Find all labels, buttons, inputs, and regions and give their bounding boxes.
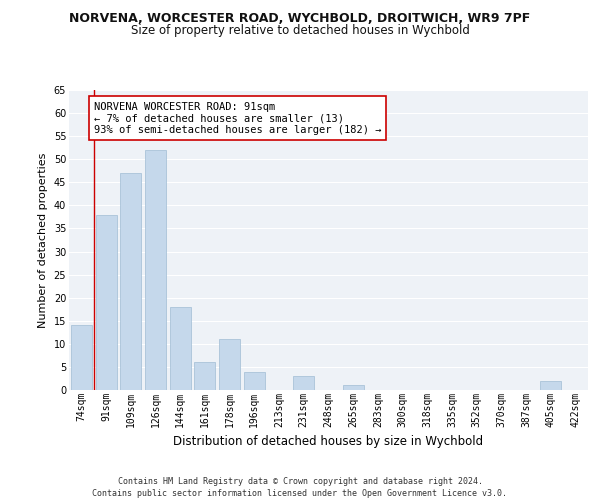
Bar <box>541 381 562 390</box>
Bar <box>71 326 92 390</box>
Bar <box>293 376 314 390</box>
X-axis label: Distribution of detached houses by size in Wychbold: Distribution of detached houses by size … <box>173 435 484 448</box>
Text: Size of property relative to detached houses in Wychbold: Size of property relative to detached ho… <box>131 24 469 37</box>
Text: NORVENA WORCESTER ROAD: 91sqm
← 7% of detached houses are smaller (13)
93% of se: NORVENA WORCESTER ROAD: 91sqm ← 7% of de… <box>94 102 381 134</box>
Text: NORVENA, WORCESTER ROAD, WYCHBOLD, DROITWICH, WR9 7PF: NORVENA, WORCESTER ROAD, WYCHBOLD, DROIT… <box>70 12 530 26</box>
Bar <box>219 339 240 390</box>
Bar <box>194 362 215 390</box>
Bar <box>170 307 191 390</box>
Bar <box>244 372 265 390</box>
Bar <box>120 173 141 390</box>
Bar <box>95 214 116 390</box>
Text: Contains HM Land Registry data © Crown copyright and database right 2024.
Contai: Contains HM Land Registry data © Crown c… <box>92 476 508 498</box>
Bar <box>343 386 364 390</box>
Bar <box>145 150 166 390</box>
Y-axis label: Number of detached properties: Number of detached properties <box>38 152 48 328</box>
